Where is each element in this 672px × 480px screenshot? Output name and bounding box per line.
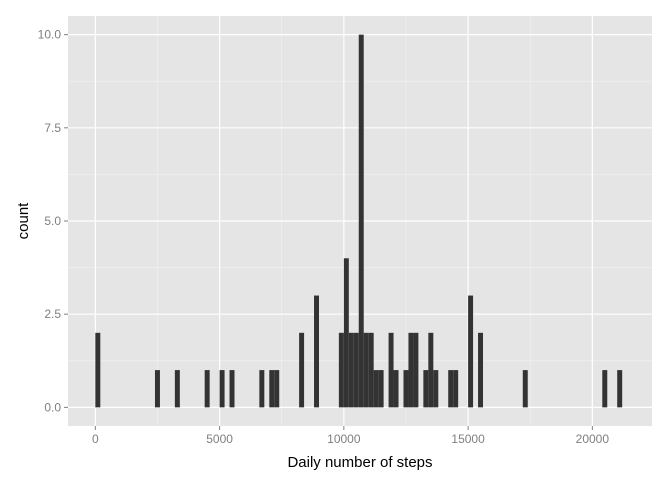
histogram-bar: [343, 258, 349, 408]
histogram-bar: [413, 332, 419, 408]
x-axis-tick-labels: 0 5000 10000 15000 20000: [92, 432, 609, 446]
histogram-bar: [363, 332, 369, 408]
histogram-bar: [403, 370, 409, 408]
y-tick-label: 7.5: [44, 121, 61, 135]
histogram-bar: [617, 370, 623, 408]
histogram-bar: [314, 295, 319, 408]
y-axis-title: count: [15, 202, 32, 240]
x-tick-label: 0: [92, 432, 99, 446]
histogram-bar: [259, 370, 265, 408]
axis-tick-marks: [64, 34, 593, 430]
histogram-bars: [95, 34, 623, 408]
histogram-bar: [378, 370, 384, 408]
histogram-bar: [602, 370, 608, 408]
histogram-bar: [174, 370, 180, 408]
histogram-bar: [468, 295, 474, 408]
histogram-bar: [274, 370, 280, 408]
y-tick-label: 5.0: [44, 214, 61, 228]
histogram-bar: [204, 370, 210, 408]
histogram-bar: [219, 370, 225, 408]
y-axis-tick-labels: 0.0 2.5 5.0 7.5 10.0: [38, 28, 62, 415]
x-tick-label: 10000: [327, 432, 361, 446]
x-tick-label: 5000: [206, 432, 233, 446]
histogram-bar: [154, 370, 160, 408]
histogram-bar: [358, 34, 364, 408]
y-tick-label: 2.5: [44, 307, 61, 321]
histogram-bar: [299, 332, 305, 408]
histogram-bar: [229, 370, 235, 408]
histogram-bar: [388, 332, 394, 408]
histogram-bar: [338, 332, 344, 408]
histogram-bar: [478, 332, 484, 408]
x-axis-title: Daily number of steps: [287, 454, 432, 471]
y-tick-label: 10.0: [38, 28, 62, 42]
histogram-bar: [95, 332, 101, 408]
x-tick-label: 20000: [576, 432, 610, 446]
y-tick-label: 0.0: [44, 400, 61, 414]
histogram-bar: [408, 332, 414, 408]
histogram-bar: [368, 332, 374, 408]
histogram-bar: [448, 370, 454, 408]
histogram-bar: [353, 332, 359, 408]
histogram-bar: [453, 370, 459, 408]
histogram-bar: [348, 332, 354, 408]
histogram-bar: [433, 370, 439, 408]
histogram-bar: [428, 332, 434, 408]
histogram-bar: [522, 370, 528, 408]
histogram-bar: [423, 370, 429, 408]
x-tick-label: 15000: [451, 432, 485, 446]
histogram-bar: [269, 370, 275, 408]
histogram-bar: [393, 370, 399, 408]
histogram-bar: [373, 370, 379, 408]
